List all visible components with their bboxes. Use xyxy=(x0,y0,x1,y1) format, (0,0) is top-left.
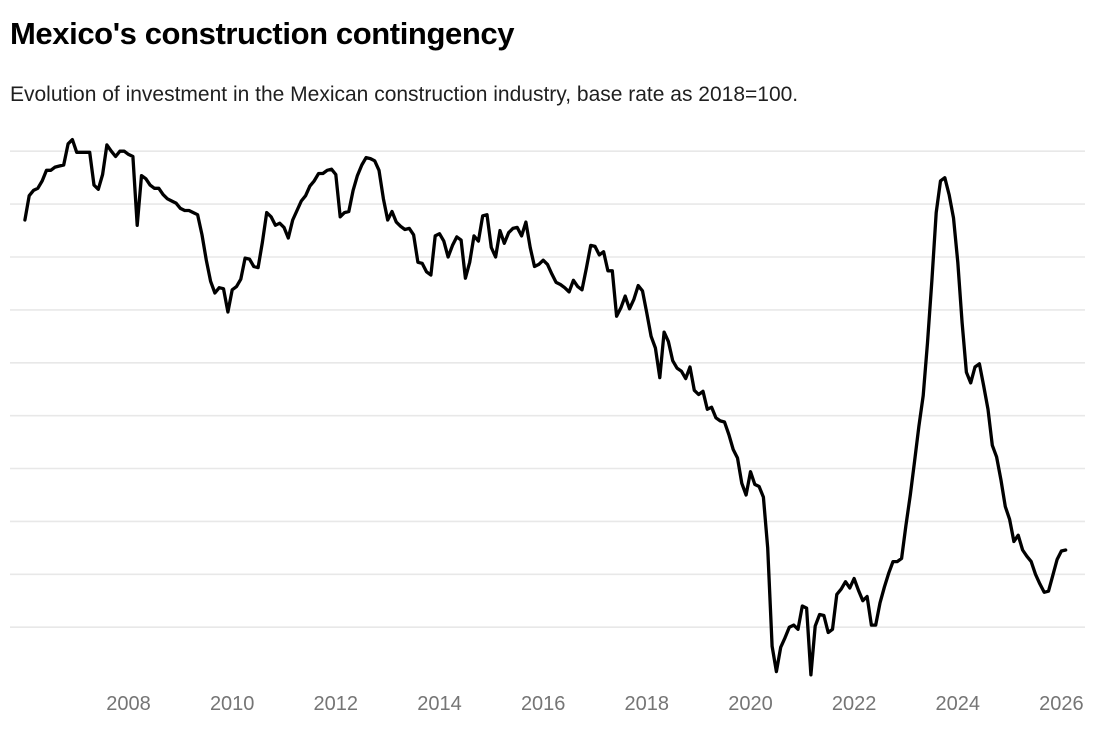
x-tick-label: 2018 xyxy=(625,693,670,715)
x-tick-label: 2022 xyxy=(832,693,877,715)
x-tick-label: 2012 xyxy=(314,693,359,715)
x-tick-label: 2020 xyxy=(728,693,773,715)
chart-title: Mexico's construction contingency xyxy=(10,16,515,51)
x-tick-label: 2024 xyxy=(936,693,981,715)
x-tick-label: 2026 xyxy=(1039,693,1084,715)
chart-subtitle: Evolution of investment in the Mexican c… xyxy=(10,83,799,106)
x-tick-label: 2016 xyxy=(521,693,566,715)
x-tick-label: 2008 xyxy=(106,693,151,715)
data-series-line xyxy=(23,137,1068,677)
x-tick-label: 2014 xyxy=(417,693,462,715)
x-tick-label: 2010 xyxy=(210,693,255,715)
